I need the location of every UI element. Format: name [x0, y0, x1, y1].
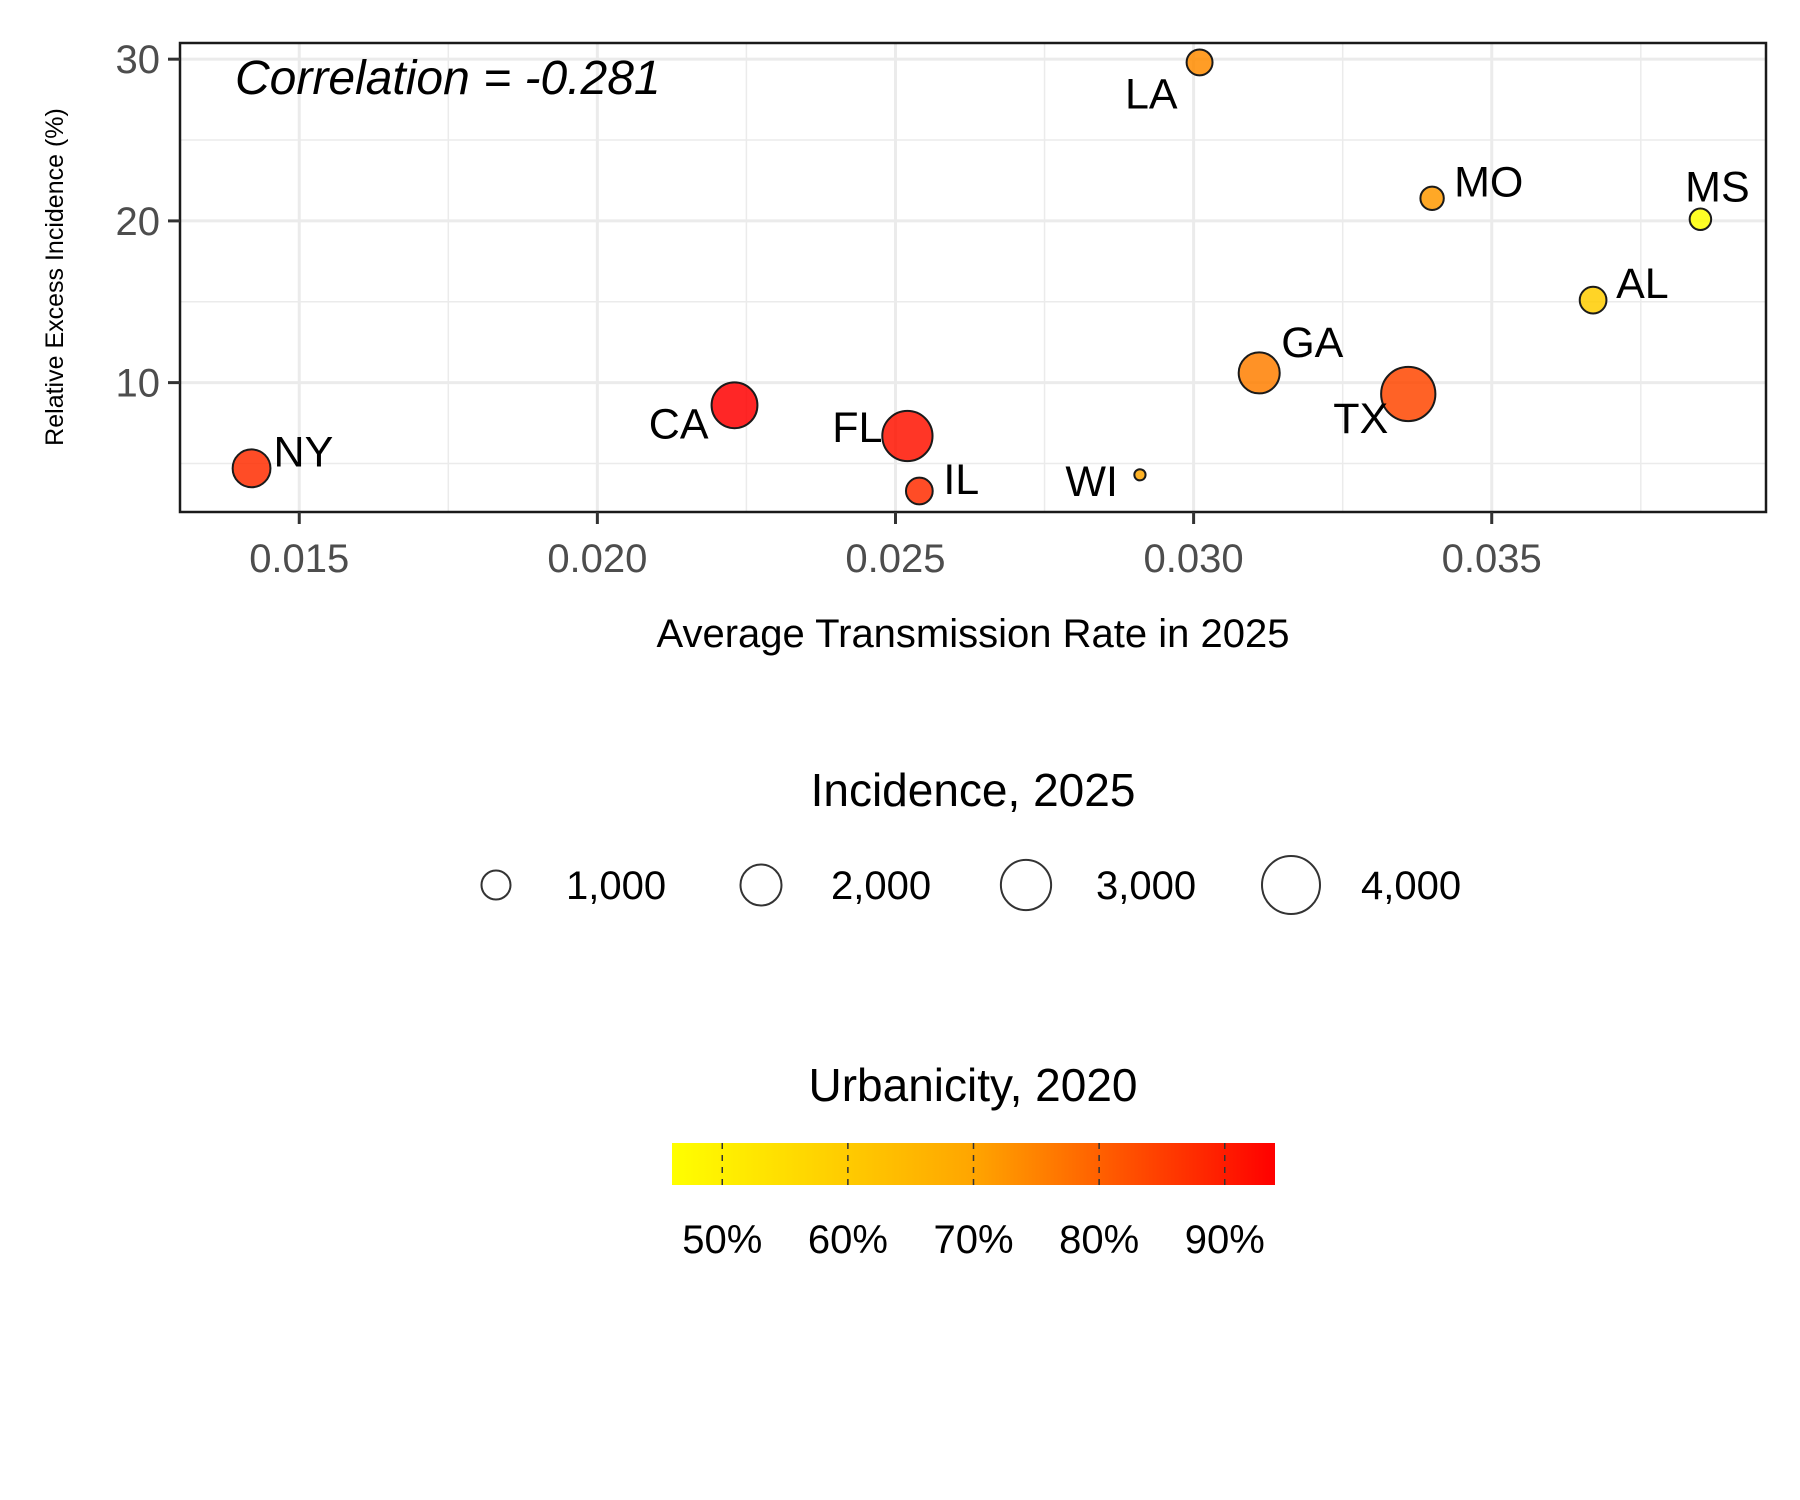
size-legend-key	[1261, 855, 1321, 915]
size-legend-label: 1,000	[566, 864, 666, 908]
y-tick-label: 10	[116, 362, 161, 406]
color-bar	[672, 1143, 1275, 1185]
data-point	[1578, 285, 1608, 315]
point-label: GA	[1281, 319, 1343, 367]
axes: 0.015 0.020 0.025 0.030 0.035 10 20 30	[116, 38, 1542, 581]
grid	[180, 43, 1766, 512]
point-label: WI	[1065, 458, 1118, 506]
point-label: FL	[832, 404, 882, 452]
x-tick-label: 0.035	[1442, 537, 1542, 581]
point-label: LA	[1125, 70, 1178, 118]
color-legend-label: 90%	[1185, 1218, 1265, 1262]
data-point	[1380, 365, 1437, 423]
color-legend-label: 60%	[808, 1218, 888, 1262]
x-tick-label: 0.020	[547, 537, 647, 581]
size-legend-label: 2,000	[831, 864, 931, 908]
size-legend-key	[739, 863, 783, 907]
data-point	[904, 476, 934, 506]
plot-panel-border	[178, 41, 1768, 514]
size-legend-key	[999, 858, 1053, 912]
x-tick-label: 0.025	[845, 537, 945, 581]
color-legend: 50% 60% 70% 80% 90%	[682, 1143, 1265, 1262]
data-point	[881, 409, 934, 463]
point-label: AL	[1616, 260, 1669, 308]
x-tick-label: 0.015	[249, 537, 349, 581]
x-axis-title: Average Transmission Rate in 2025	[657, 612, 1290, 656]
data-point	[1185, 48, 1214, 77]
data-point	[710, 381, 759, 430]
point-label: MO	[1454, 158, 1523, 206]
data-point	[1237, 351, 1281, 395]
point-label: MS	[1685, 163, 1750, 211]
color-legend-label: 50%	[682, 1218, 762, 1262]
y-tick-label: 20	[116, 200, 161, 244]
x-tick-label: 0.030	[1144, 537, 1244, 581]
size-legend-label: 4,000	[1361, 864, 1461, 908]
data-point	[231, 448, 272, 489]
points-layer: NY CA FL IL WI LA GA TX MO AL MS	[231, 48, 1750, 506]
data-point	[1419, 185, 1445, 211]
size-legend: 1,000 2,000 3,000 4,000	[480, 855, 1461, 915]
point-label: IL	[943, 456, 979, 504]
color-legend-label: 70%	[933, 1218, 1013, 1262]
size-legend-key	[480, 869, 512, 901]
data-point	[1133, 468, 1147, 482]
point-label: TX	[1333, 395, 1388, 443]
point-label: CA	[649, 400, 709, 448]
data-point	[1688, 207, 1713, 232]
y-tick-label: 30	[116, 38, 161, 82]
color-legend-label: 80%	[1059, 1218, 1139, 1262]
size-legend-title: Incidence, 2025	[811, 764, 1136, 816]
point-label: NY	[274, 428, 334, 476]
color-legend-title: Urbanicity, 2020	[809, 1059, 1138, 1111]
size-legend-label: 3,000	[1096, 864, 1196, 908]
y-axis-title: Relative Excess Incidence (%)	[41, 108, 69, 446]
correlation-annotation: Correlation = -0.281	[235, 52, 661, 105]
